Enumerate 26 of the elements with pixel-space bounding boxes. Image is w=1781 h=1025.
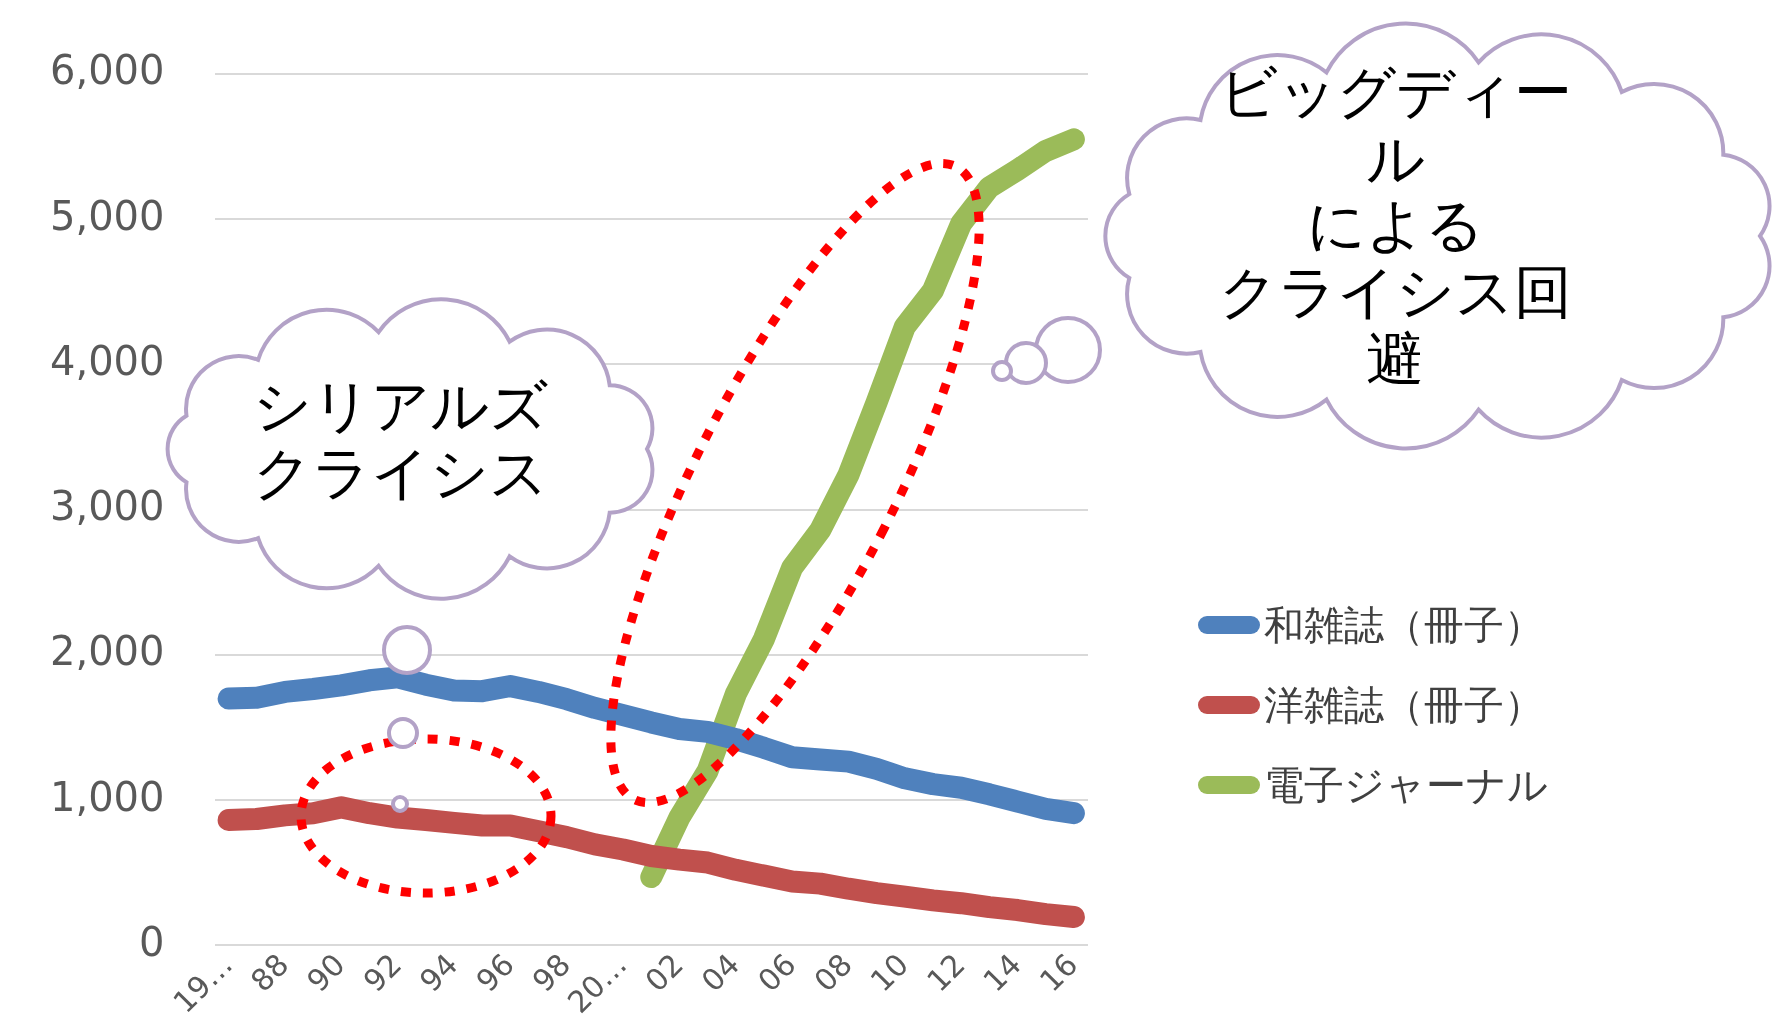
legend-label: 洋雑誌（冊子） (1264, 680, 1544, 730)
x-tick-label: 88 (243, 946, 296, 999)
x-tick-label: 06 (750, 946, 803, 999)
legend-label: 和雑誌（冊子） (1264, 600, 1544, 650)
x-tick-label: 14 (976, 946, 1029, 999)
y-tick-label: 4,000 (50, 337, 165, 384)
legend-label: 電子ジャーナル (1264, 760, 1548, 810)
text: ビッグディールによるクライシス回避 (1217, 58, 1573, 394)
y-tick-label: 2,000 (50, 628, 165, 675)
x-tick-label: 94 (412, 946, 465, 999)
x-tick-label: 90 (300, 946, 352, 999)
x-tick-label: 96 (469, 946, 521, 999)
x-tick-label: 02 (638, 946, 690, 999)
y-tick-label: 3,000 (50, 483, 165, 530)
y-tick-label: 6,000 (50, 47, 165, 94)
x-tick-label: 10 (863, 946, 916, 999)
annotation: シリアルズクライシス (252, 372, 548, 507)
x-tick-label: 92 (356, 946, 409, 999)
x-tick-label: 16 (1032, 946, 1085, 999)
x-tick-label: 19… (166, 946, 240, 1020)
x-tick-label: 08 (807, 946, 859, 999)
x-tick-label: 12 (919, 946, 972, 999)
y-tick-label: 5,000 (50, 192, 165, 239)
y-tick-label: 0 (139, 918, 165, 965)
y-tick-label: 1,000 (50, 773, 165, 820)
x-tick-label: 04 (694, 946, 747, 999)
